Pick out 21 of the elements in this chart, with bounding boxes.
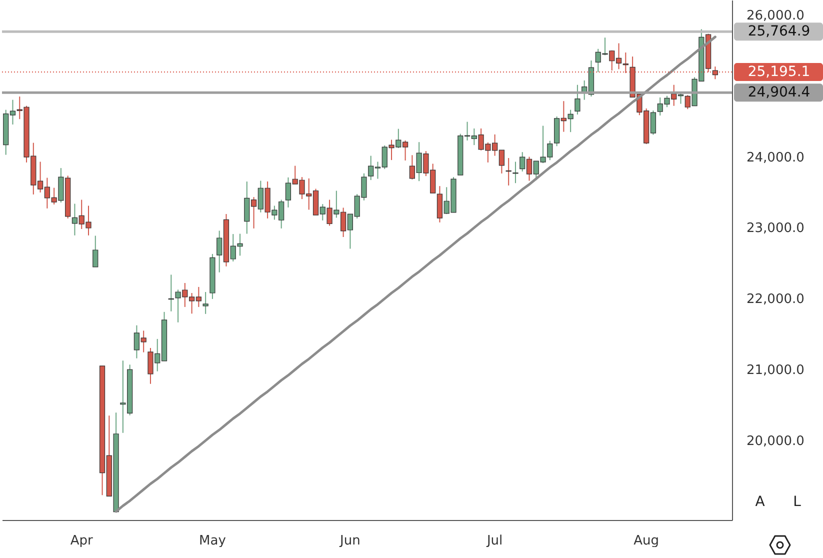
y-tick-label: 20,000.0: [746, 434, 804, 450]
y-tick-label: 23,000.0: [746, 221, 804, 236]
y-tick-label: 21,000.0: [746, 363, 804, 378]
x-tick-label: Jul: [486, 534, 503, 548]
candlestick: [202, 291, 208, 314]
ref-line-label: 24,904.4: [748, 84, 810, 101]
x-tick-label: Aug: [634, 534, 660, 548]
candlestick: [512, 161, 518, 184]
line-series: [114, 36, 716, 513]
text: A: [754, 493, 766, 512]
candlestick: [92, 235, 98, 268]
x-tick-label: May: [199, 534, 226, 548]
x-tick-label: Jun: [339, 534, 360, 548]
y-tick-label: 22,000.0: [746, 292, 804, 308]
y-tick-label: 26,000.0: [746, 8, 804, 24]
x-tick-label: Apr: [70, 534, 94, 548]
candlestick: [574, 84, 580, 115]
ref-line-label: 25,195.1: [748, 64, 810, 80]
y-tick-label: 24,000.0: [746, 150, 804, 166]
text: L: [792, 493, 802, 512]
ref-line-label: 25,764.9: [748, 24, 810, 40]
